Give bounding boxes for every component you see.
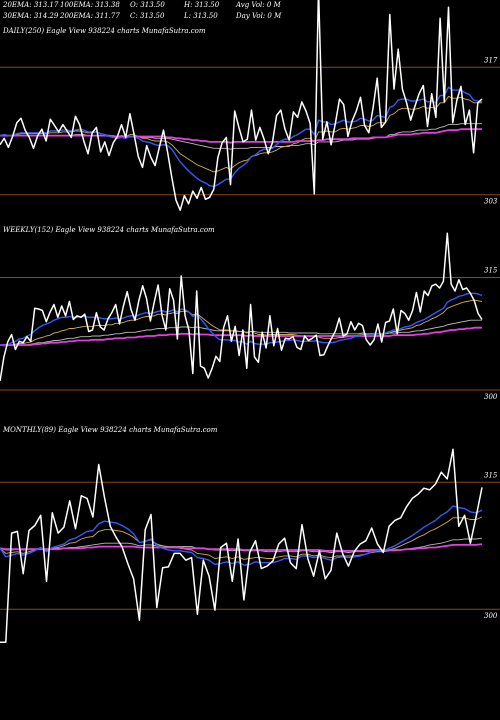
daily-chart-panel: 317 303 [0, 0, 500, 211]
header-row-1: 20EMA: 313.17 100EMA: 313.38 O: 313.50 H: 3… [3, 1, 281, 9]
monthly-ema200-line [0, 543, 483, 552]
monthly-close-price-line [0, 448, 483, 643]
daily-ema200-line [0, 128, 482, 144]
daily-ema30-line [0, 95, 482, 173]
daily-ema100-line [0, 123, 482, 150]
daily-level-label-0: 317 [484, 56, 498, 64]
daily-panel-label: DAILY(250) Eagle View 938224 charts Muna… [3, 27, 206, 35]
close-readout: C: 313.50 [130, 12, 165, 20]
open-readout: O: 313.50 [130, 1, 165, 9]
monthly-panel-label: MONTHLY(89) Eagle View 938224 charts Mun… [3, 426, 218, 434]
ema100-readout: 100EMA: 313.38 [60, 1, 120, 9]
weekly-panel-label: WEEKLY(152) Eagle View 938224 charts Mun… [3, 226, 215, 234]
monthly-chart-panel: 315 300 [0, 448, 500, 643]
weekly-chart-panel: 315 300 [0, 232, 500, 401]
weekly-close-price-line [0, 232, 483, 382]
daily-close-price-line [0, 0, 483, 211]
ema200-readout: 200EMA: 311.77 [60, 12, 120, 20]
weekly-level-label-1: 300 [484, 393, 498, 401]
header-row-2: 30EMA: 314.29 200EMA: 311.77 C: 313.50 L: 3… [3, 12, 281, 20]
monthly-level-label-1: 300 [484, 612, 498, 620]
weekly-level-label-0: 315 [484, 267, 498, 275]
monthly-level-label-0: 315 [484, 471, 498, 479]
avg-vol-readout: Avg Vol: 0 M [236, 1, 281, 9]
high-readout: H: 313.50 [184, 1, 220, 9]
day-vol-readout: Day Vol: 0 M [236, 12, 282, 20]
daily-level-label-1: 303 [484, 198, 498, 206]
monthly-ema30-line [0, 516, 483, 560]
weekly-ema200-line [0, 326, 482, 346]
weekly-ema30-line [0, 299, 483, 347]
ema30-readout: 30EMA: 314.29 [3, 12, 59, 20]
ema20-readout: 20EMA: 313.17 [3, 1, 59, 9]
low-readout: L: 313.50 [184, 12, 218, 20]
